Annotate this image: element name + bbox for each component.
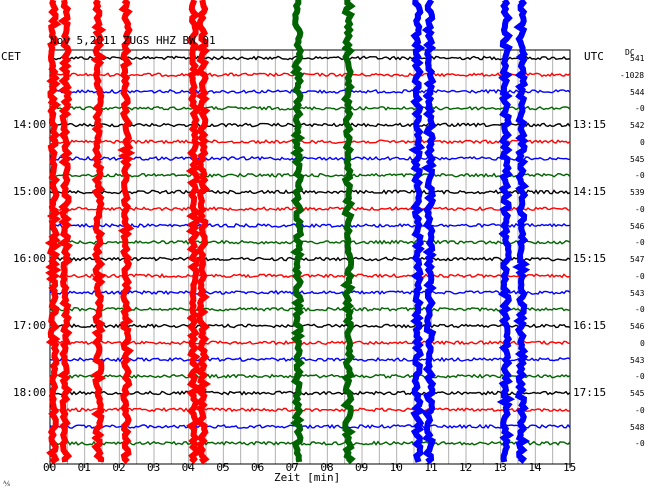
x-tick-label: 13	[493, 461, 507, 474]
dc-offset-value: -0	[635, 405, 645, 415]
dc-offset-value: 542	[630, 121, 645, 130]
event-burst	[408, 0, 427, 463]
dc-offset-value: 546	[630, 322, 645, 331]
trace-line	[49, 55, 571, 61]
dc-offset-value: 547	[630, 255, 645, 264]
event-burst	[57, 0, 74, 463]
trace-line	[49, 122, 571, 128]
right-hour-label: 17:15	[573, 386, 607, 399]
right-hour-label: 14:15	[573, 185, 607, 198]
x-tick-label: 05	[216, 461, 230, 474]
event-burst	[117, 0, 136, 465]
event-burst	[90, 0, 108, 463]
corner-mark: ⅍	[3, 479, 11, 488]
left-hour-label: 16:00	[13, 252, 47, 265]
trace-line	[49, 155, 571, 162]
trace-line	[49, 339, 571, 346]
trace-line	[49, 373, 571, 380]
x-tick-label: 00	[43, 461, 57, 474]
trace-line	[49, 273, 571, 279]
x-tick-label: 15	[563, 461, 577, 474]
right-timezone-label: UTC	[584, 50, 604, 63]
trace-line	[49, 256, 571, 262]
dc-offset-value: 539	[630, 188, 645, 197]
left-hour-label: 18:00	[13, 386, 47, 399]
dc-offset-value: -0	[635, 271, 645, 281]
dc-offset-value: 541	[630, 54, 645, 63]
x-axis-label: Zeit [min]	[274, 471, 341, 484]
x-tick-label: 09	[355, 461, 369, 474]
x-tick-label: 01	[77, 461, 91, 474]
x-tick-label: 04	[181, 461, 195, 474]
dc-offset-value: -0	[635, 171, 645, 181]
dc-offset-value: -1028	[620, 70, 645, 80]
chart-title: Nov 5,2011 ZUGS HHZ BW 01	[50, 34, 216, 47]
dc-offset-value: 543	[630, 288, 645, 298]
dc-offset-value: 545	[630, 389, 645, 398]
event-burst	[340, 0, 356, 465]
x-tick-label: 10	[389, 461, 403, 474]
right-hour-label: 15:15	[573, 252, 607, 265]
event-burst	[44, 0, 62, 465]
left-hour-label: 14:00	[13, 118, 47, 131]
trace-line	[49, 390, 571, 396]
event-burst	[289, 0, 306, 463]
dc-offset-value: -0	[635, 439, 645, 449]
x-tick-label: 06	[251, 461, 265, 474]
dc-offset-value: 0	[640, 137, 645, 147]
trace-line	[49, 423, 571, 430]
dc-offset-value: 544	[630, 87, 645, 97]
x-tick-label: 11	[424, 461, 438, 474]
event-burst	[193, 0, 212, 465]
event-burst	[512, 0, 531, 464]
trace-line	[49, 407, 571, 413]
left-timezone-label: CET	[1, 50, 21, 63]
x-tick-label: 07	[285, 461, 299, 474]
dc-offset-value: -0	[635, 372, 645, 382]
trace-line	[49, 72, 571, 78]
trace-line	[49, 323, 571, 329]
trace-line	[49, 189, 571, 195]
event-burst	[185, 0, 202, 465]
trace-line	[49, 356, 571, 363]
trace-line	[49, 239, 571, 245]
event-burst	[420, 0, 437, 465]
x-tick-label: 02	[112, 461, 126, 474]
trace-line	[49, 289, 571, 296]
dc-offset-value: 545	[630, 154, 645, 164]
dc-offset-value: 543	[630, 355, 645, 365]
dc-offset-value: 546	[630, 221, 645, 231]
right-hour-label: 16:15	[573, 319, 607, 332]
trace-line	[50, 105, 571, 111]
dc-offset-value: -0	[635, 204, 645, 214]
dc-label: DC	[625, 48, 635, 57]
trace-line	[49, 139, 571, 145]
dc-offset-value: -0	[635, 305, 645, 315]
left-hour-label: 15:00	[13, 185, 47, 198]
event-burst	[496, 0, 516, 463]
x-tick-label: 03	[147, 461, 161, 474]
trace-line	[49, 306, 571, 312]
x-tick-label: 08	[320, 461, 334, 474]
x-tick-label: 12	[459, 461, 473, 474]
right-hour-label: 13:15	[573, 118, 607, 131]
trace-line	[49, 172, 571, 178]
trace-line	[49, 88, 571, 95]
trace-line	[49, 222, 571, 229]
plot-frame	[49, 49, 571, 465]
dc-offset-value: 548	[630, 422, 645, 432]
dc-offset-value: -0	[635, 104, 645, 114]
left-hour-label: 17:00	[13, 319, 47, 332]
dc-offset-value: -0	[635, 238, 645, 248]
x-tick-label: 14	[528, 461, 542, 474]
dc-offset-value: 0	[640, 338, 645, 348]
trace-line	[49, 206, 571, 212]
trace-line	[49, 440, 571, 446]
